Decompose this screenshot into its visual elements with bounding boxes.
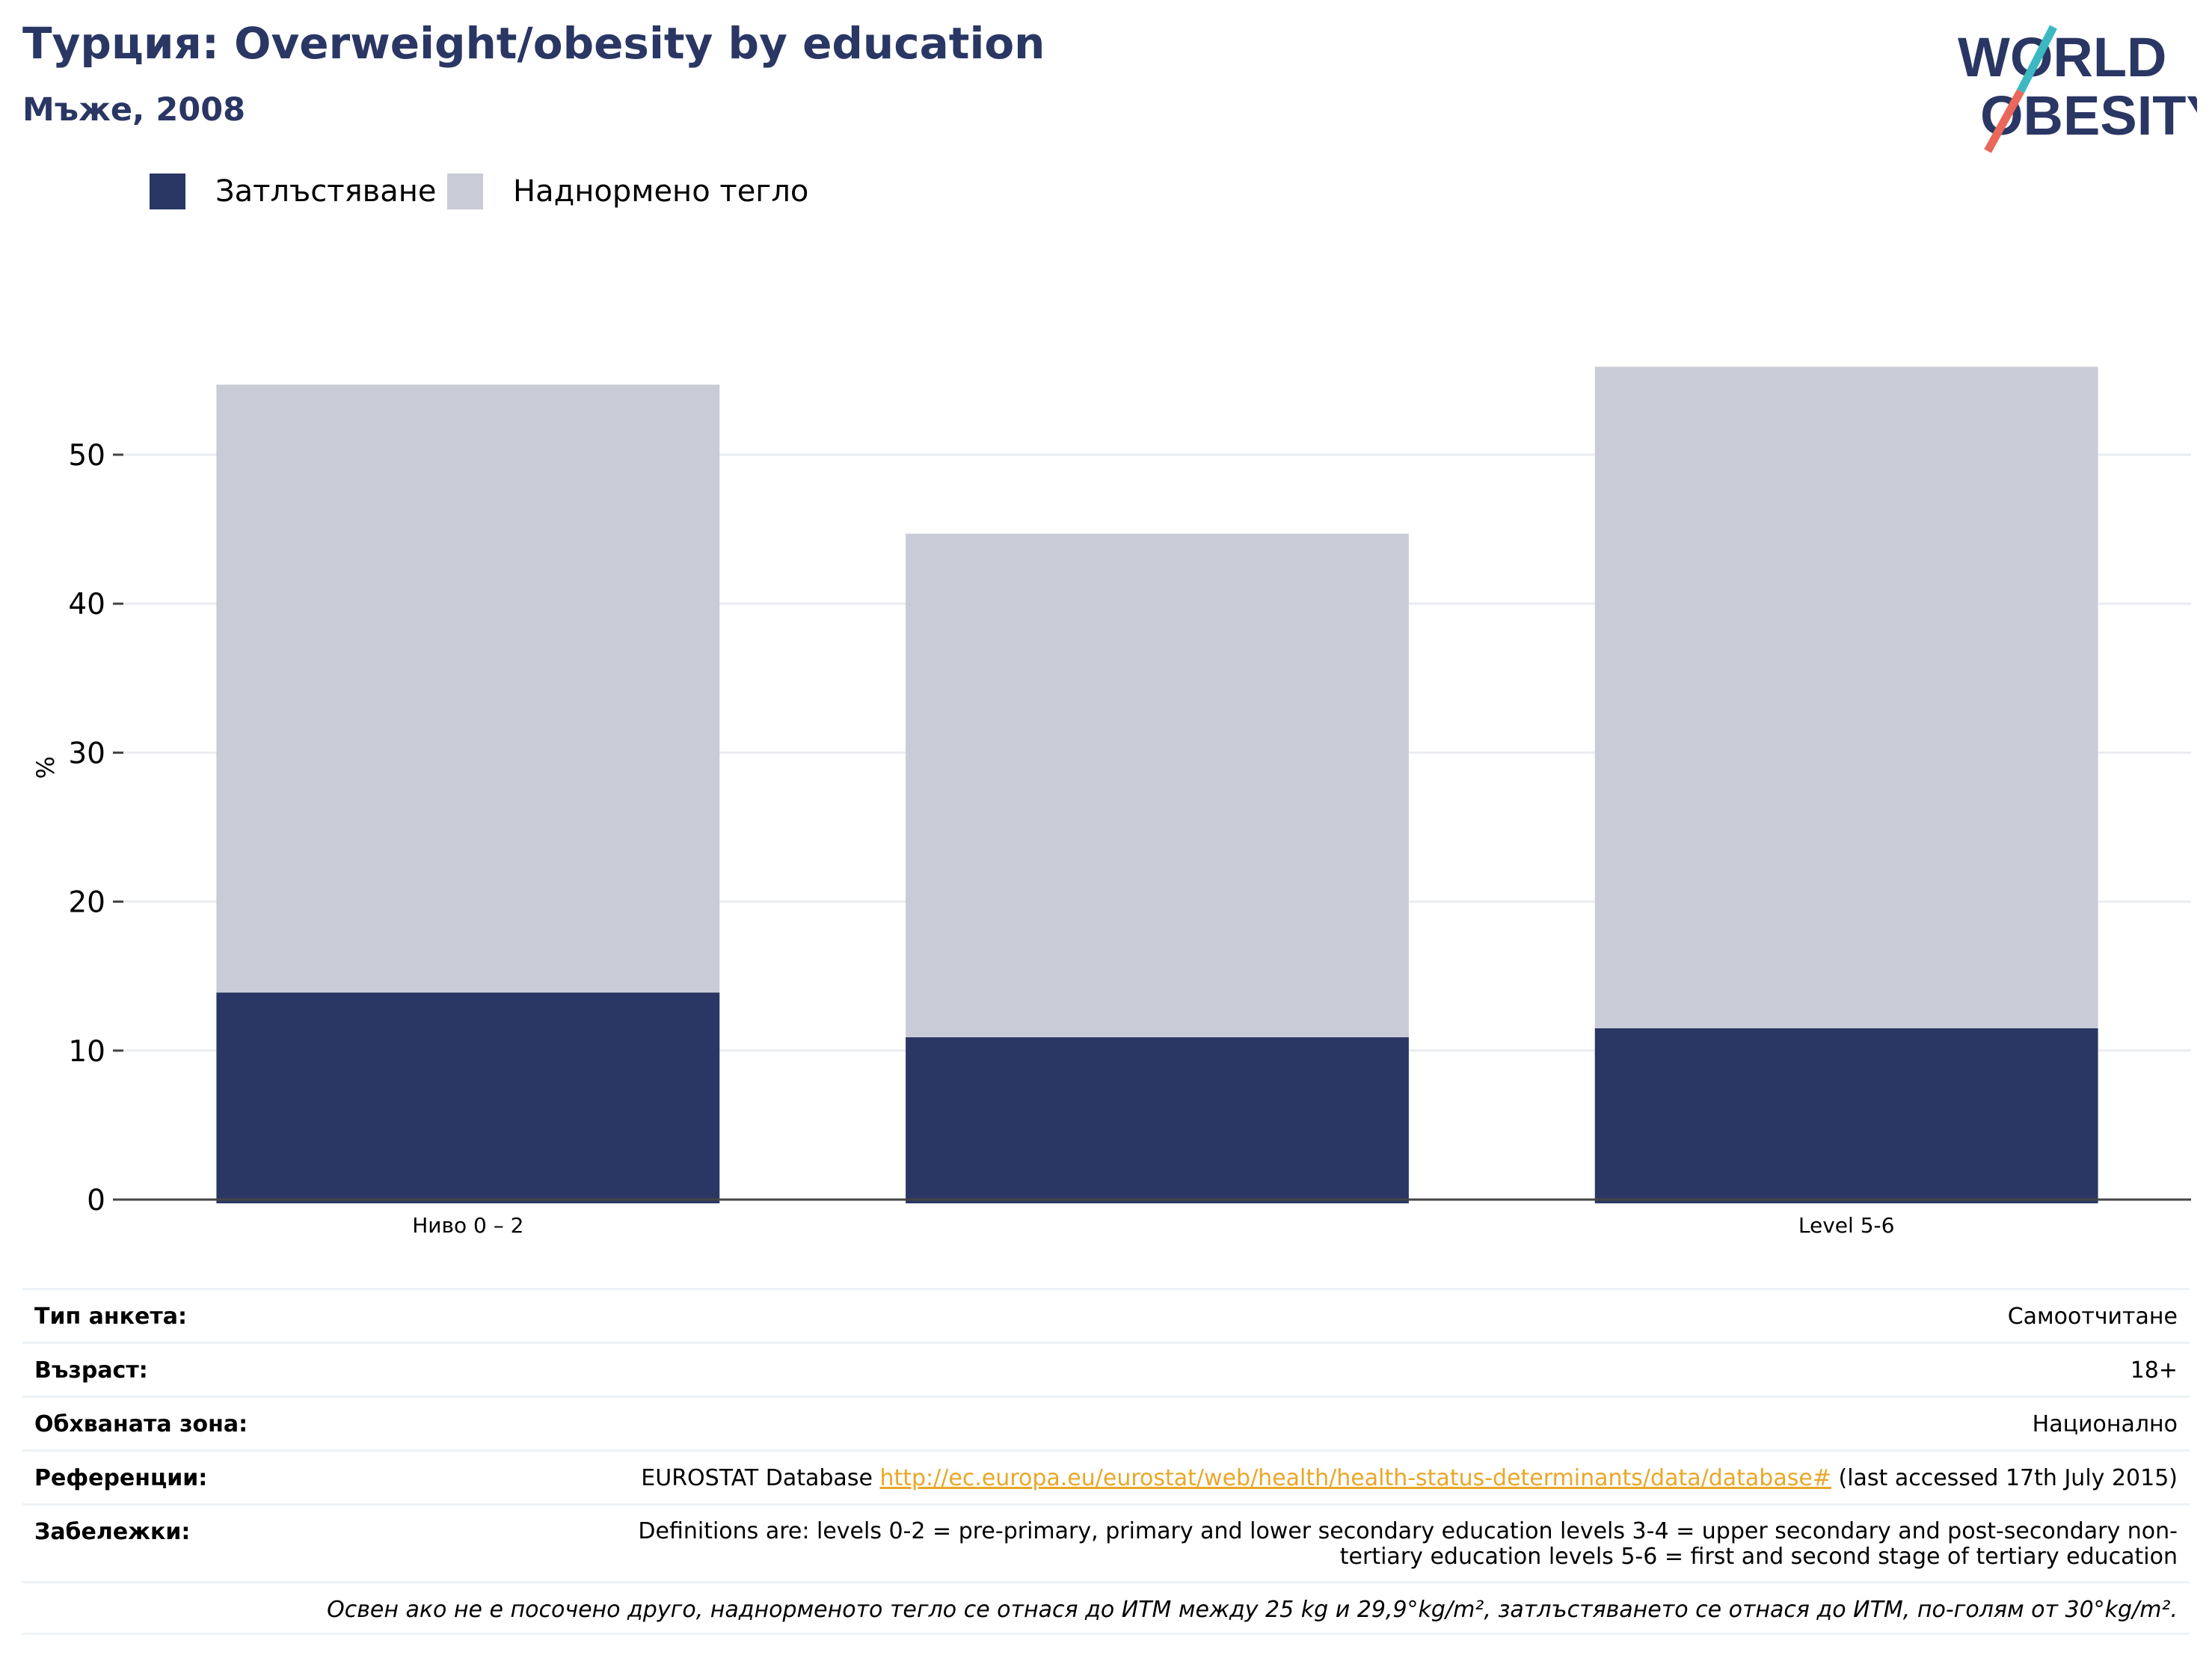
info-label-notes: Забележки: xyxy=(34,1519,191,1545)
info-row-survey-type: Тип анкета: Самоотчитане xyxy=(22,1288,2190,1342)
info-value-age: 18+ xyxy=(2130,1357,2178,1384)
info-row-footnote: Освен ако не е посочено друго, наднормен… xyxy=(22,1581,2190,1635)
bar-chart: 0 10 20 30 40 50% Ниво 0 – 2 Level 5-6 xyxy=(31,366,2191,1238)
bar-overweight xyxy=(216,384,720,993)
legend-swatch-overweight xyxy=(447,174,483,209)
info-value-survey-type: Самоотчитане xyxy=(2007,1304,2178,1330)
info-row-area: Обхваната зона: Национално xyxy=(22,1396,2190,1449)
world-obesity-logo: WORLD OBESITY xyxy=(1958,25,2197,153)
legend-item-obesity[interactable]: Затлъстяване xyxy=(150,172,437,211)
chart-subtitle: Мъже, 2008 xyxy=(22,91,246,129)
y-tick-label: 0 xyxy=(87,1184,105,1218)
x-tick-label: Ниво 0 – 2 xyxy=(412,1213,523,1238)
y-tick-label: 40 xyxy=(68,588,105,621)
bar-overweight xyxy=(906,533,1409,1037)
info-row-notes: Забележки: Definitions are: levels 0-2 =… xyxy=(22,1503,2190,1581)
legend-label-overweight: Наднормено тегло xyxy=(513,174,809,209)
info-label-age: Възраст: xyxy=(34,1357,148,1384)
reference-suffix: (last accessed 17th July 2015) xyxy=(1831,1465,2178,1491)
reference-prefix: EUROSTAT Database xyxy=(641,1465,880,1491)
info-label-survey-type: Тип анкета: xyxy=(34,1304,187,1330)
chart-title: Турция: Overweight/obesity by education xyxy=(22,18,1045,69)
bar-overweight xyxy=(1594,366,2098,1028)
legend-swatch-obesity xyxy=(150,174,185,209)
legend-label-obesity: Затлъстяване xyxy=(215,174,437,209)
info-table: Тип анкета: Самоотчитане Възраст: 18+ Об… xyxy=(22,1288,2190,1635)
info-label-area: Обхваната зона: xyxy=(34,1411,248,1437)
bmi-footnote: Освен ако не е посочено друго, наднормен… xyxy=(327,1597,2178,1623)
info-value-notes: Definitions are: levels 0-2 = pre-primar… xyxy=(638,1519,2178,1570)
legend-item-overweight[interactable]: Наднормено тегло xyxy=(447,172,808,211)
logo-slash-bottom xyxy=(1984,89,2024,153)
y-tick-label: 50 xyxy=(68,439,105,473)
info-value-area: Национално xyxy=(2032,1411,2178,1437)
y-tick-label: 30 xyxy=(68,737,105,770)
notes-line-1: Definitions are: levels 0-2 = pre-primar… xyxy=(638,1518,2178,1544)
y-axis-label: % xyxy=(31,756,60,779)
bar-obesity xyxy=(1594,1028,2098,1203)
y-tick-label: 20 xyxy=(68,886,105,920)
y-tick-label: 10 xyxy=(68,1035,105,1069)
x-tick-label: Level 5-6 xyxy=(1798,1213,1895,1238)
notes-line-2: tertiary education levels 5-6 = first an… xyxy=(1339,1544,2178,1570)
bar-obesity xyxy=(216,992,720,1203)
reference-link[interactable]: http://ec.europa.eu/eurostat/web/health/… xyxy=(879,1465,1831,1491)
logo-slash-top xyxy=(2017,25,2057,93)
logo-line1: WORLD xyxy=(1958,26,2167,88)
info-row-age: Възраст: 18+ xyxy=(22,1342,2190,1396)
info-row-references: Референции: EUROSTAT Database http://ec.… xyxy=(22,1449,2190,1503)
info-value-references: EUROSTAT Database http://ec.europa.eu/eu… xyxy=(641,1465,2178,1491)
bar-obesity xyxy=(906,1037,1409,1203)
info-label-references: Референции: xyxy=(34,1465,208,1491)
